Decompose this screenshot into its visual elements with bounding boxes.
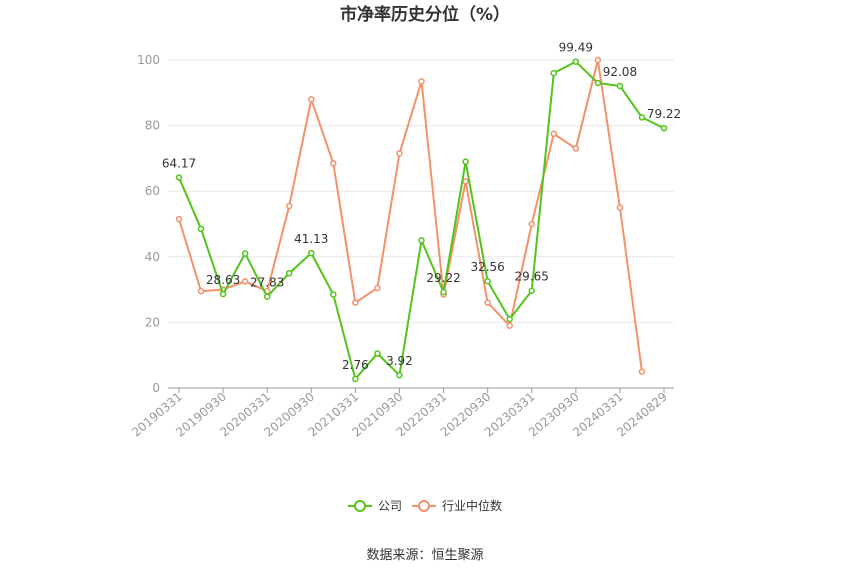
y-tick-label: 100 bbox=[137, 53, 160, 67]
data-point[interactable] bbox=[330, 291, 337, 298]
legend-company-marker bbox=[354, 500, 366, 512]
data-point[interactable] bbox=[263, 293, 271, 300]
data-point[interactable] bbox=[352, 299, 359, 306]
legend-industry-label: 行业中位数 bbox=[442, 498, 502, 513]
data-point[interactable] bbox=[506, 315, 513, 323]
data-point[interactable] bbox=[594, 56, 602, 64]
data-label: 92.08 bbox=[603, 65, 637, 79]
data-point[interactable] bbox=[484, 299, 491, 306]
series-line bbox=[178, 59, 643, 372]
data-point[interactable] bbox=[396, 150, 403, 157]
legend-item-company[interactable]: 公司 bbox=[348, 499, 402, 513]
chart-title: 市净率历史分位（%） bbox=[340, 4, 510, 25]
data-point[interactable] bbox=[440, 288, 447, 296]
y-axis-ticks: 0 20 40 60 80 100 bbox=[137, 53, 160, 395]
legend-item-industry-median[interactable]: 行业中位数 bbox=[412, 498, 502, 513]
y-tick-label: 20 bbox=[145, 315, 160, 329]
series-company bbox=[175, 58, 668, 383]
y-tick-label: 0 bbox=[152, 381, 160, 395]
x-axis: 2019033120190930202003312020093020210331… bbox=[129, 387, 674, 440]
data-point[interactable] bbox=[197, 287, 205, 295]
data-point[interactable] bbox=[484, 277, 491, 285]
data-point[interactable] bbox=[308, 96, 315, 103]
data-point[interactable] bbox=[241, 250, 249, 257]
data-label: 28.63 bbox=[206, 273, 240, 287]
data-point[interactable] bbox=[550, 130, 558, 138]
legend-industry-marker bbox=[418, 500, 430, 512]
data-label: 29.22 bbox=[426, 271, 460, 285]
data-point[interactable] bbox=[175, 215, 183, 223]
data-label: 99.49 bbox=[559, 41, 593, 55]
legend: 公司 行业中位数 bbox=[348, 498, 502, 513]
data-label: 2.76 bbox=[342, 358, 369, 372]
data-point[interactable] bbox=[285, 202, 293, 210]
data-point[interactable] bbox=[418, 78, 425, 85]
y-tick-label: 40 bbox=[145, 250, 160, 264]
y-tick-label: 80 bbox=[145, 119, 160, 133]
data-labels: 64.17 28.63 27.83 41.13 2.76 3.92 29.22 32.56 29… bbox=[162, 41, 681, 372]
data-label: 3.92 bbox=[386, 354, 413, 368]
data-point[interactable] bbox=[638, 114, 646, 121]
data-point[interactable] bbox=[616, 82, 624, 90]
data-point[interactable] bbox=[197, 225, 205, 233]
data-label: 64.17 bbox=[162, 157, 196, 171]
data-point[interactable] bbox=[528, 287, 535, 294]
legend-company-label: 公司 bbox=[378, 499, 402, 513]
data-point[interactable] bbox=[374, 284, 381, 292]
data-point[interactable] bbox=[396, 371, 403, 379]
data-label: 29.65 bbox=[515, 270, 549, 284]
grid bbox=[168, 59, 674, 323]
data-point[interactable] bbox=[572, 58, 580, 65]
data-point[interactable] bbox=[308, 249, 315, 257]
data-point[interactable] bbox=[462, 178, 469, 185]
data-label: 79.22 bbox=[647, 107, 681, 121]
y-tick-label: 60 bbox=[145, 184, 160, 198]
data-point[interactable] bbox=[330, 160, 337, 167]
data-point[interactable] bbox=[418, 237, 425, 244]
data-point[interactable] bbox=[462, 158, 469, 165]
data-point[interactable] bbox=[572, 145, 580, 152]
data-point[interactable] bbox=[352, 375, 359, 383]
data-point[interactable] bbox=[660, 124, 668, 132]
data-label: 32.56 bbox=[470, 260, 504, 274]
data-point[interactable] bbox=[638, 368, 646, 375]
data-label: 27.83 bbox=[250, 276, 284, 290]
data-point[interactable] bbox=[506, 322, 513, 329]
data-point[interactable] bbox=[616, 204, 624, 211]
data-point[interactable] bbox=[241, 278, 249, 285]
data-point[interactable] bbox=[374, 350, 381, 357]
data-point[interactable] bbox=[219, 290, 227, 298]
series-industry-median bbox=[175, 56, 646, 375]
source-note: 数据来源：恒生聚源 bbox=[366, 548, 483, 563]
data-point[interactable] bbox=[528, 220, 535, 228]
series-layer bbox=[175, 56, 668, 383]
data-point[interactable] bbox=[285, 269, 293, 277]
data-point[interactable] bbox=[175, 174, 183, 181]
data-label: 41.13 bbox=[294, 232, 328, 246]
series-line bbox=[178, 60, 665, 380]
data-point[interactable] bbox=[594, 79, 602, 87]
data-point[interactable] bbox=[550, 69, 558, 77]
